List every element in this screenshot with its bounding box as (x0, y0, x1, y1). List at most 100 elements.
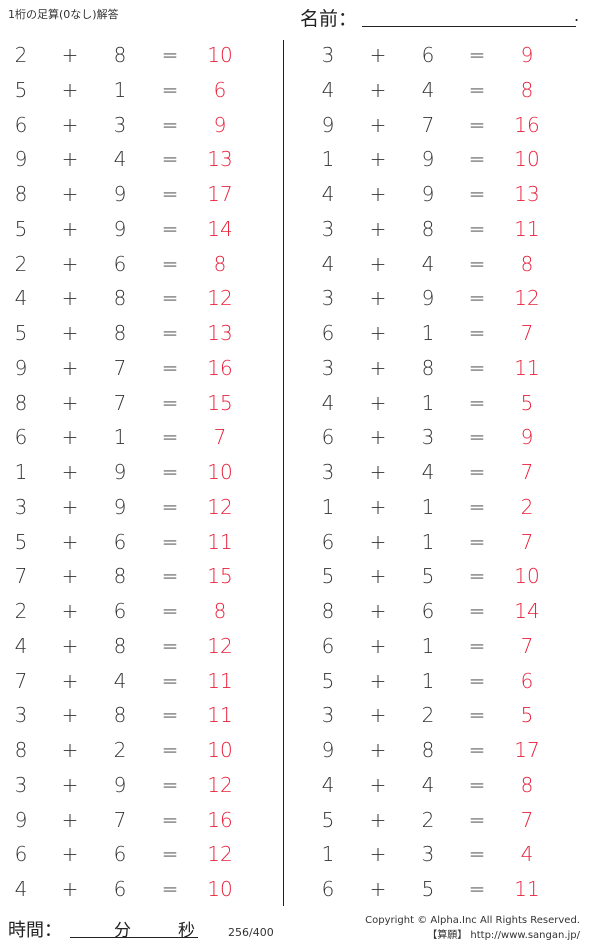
plus-sign: + (61, 286, 79, 311)
answer: 12 (207, 772, 233, 797)
addend-b: 7 (421, 112, 435, 137)
addend-b: 6 (113, 529, 127, 554)
plus-sign: + (61, 842, 79, 867)
addend-b: 4 (113, 668, 127, 693)
addend-a: 1 (321, 494, 335, 519)
plus-sign: + (61, 43, 79, 67)
equals-sign: = (468, 182, 486, 206)
addend-a: 5 (14, 216, 28, 241)
plus-sign: + (369, 112, 387, 137)
equals-sign: = (161, 633, 179, 658)
equals-sign: = (468, 147, 486, 172)
plus-sign: + (61, 668, 79, 693)
equals-sign: = (468, 529, 486, 554)
equals-sign: = (161, 668, 179, 693)
plus-sign: + (61, 425, 79, 450)
addend-a: 6 (14, 112, 28, 137)
equals-sign: = (468, 772, 486, 797)
copyright-text: Copyright © Alpha.Inc All Rights Reserve… (365, 915, 580, 926)
addend-b: 3 (421, 425, 435, 450)
addend-a: 5 (14, 321, 28, 345)
addend-a: 3 (321, 216, 335, 241)
plus-sign: + (369, 147, 387, 172)
answer: 12 (207, 494, 233, 519)
addend-b: 7 (113, 355, 127, 380)
answer: 12 (207, 633, 233, 658)
addend-a: 4 (321, 390, 335, 415)
plus-sign: + (61, 703, 79, 728)
addend-b: 6 (421, 599, 435, 623)
addend-a: 9 (14, 807, 28, 832)
seconds-label: 秒 (178, 921, 195, 941)
equals-sign: = (161, 772, 179, 797)
addend-a: 9 (321, 112, 335, 137)
answer: 8 (213, 599, 227, 623)
plus-sign: + (61, 529, 79, 554)
answer: 11 (514, 216, 540, 241)
equals-sign: = (468, 842, 486, 867)
plus-sign: + (369, 425, 387, 450)
addend-b: 1 (421, 668, 435, 693)
equals-sign: = (161, 390, 179, 415)
addend-b: 5 (421, 877, 435, 901)
addend-a: 5 (321, 807, 335, 832)
site-link[interactable]: 【算願】 http://www.sangan.jp/ (427, 930, 580, 941)
answer: 10 (207, 738, 233, 762)
copyright: Copyright © Alpha.Inc All Rights Reserve… (365, 913, 580, 943)
addend-b: 9 (113, 494, 127, 519)
addend-a: 3 (321, 286, 335, 311)
equals-sign: = (161, 807, 179, 832)
answer: 4 (520, 842, 534, 867)
plus-sign: + (61, 633, 79, 658)
addend-b: 9 (421, 147, 435, 172)
addend-b: 8 (113, 703, 127, 728)
addend-b: 2 (421, 703, 435, 728)
addend-b: 4 (421, 772, 435, 797)
equals-sign: = (161, 147, 179, 172)
answer: 16 (207, 355, 233, 380)
addend-b: 4 (421, 251, 435, 276)
equals-sign: = (468, 668, 486, 693)
addend-a: 5 (14, 77, 28, 102)
plus-sign: + (369, 43, 387, 67)
answer: 12 (514, 286, 540, 311)
addend-b: 1 (421, 633, 435, 658)
addend-a: 5 (321, 668, 335, 693)
plus-sign: + (369, 703, 387, 728)
equals-sign: = (468, 390, 486, 415)
answer: 12 (207, 286, 233, 311)
time-field[interactable] (70, 937, 198, 938)
plus-sign: + (61, 494, 79, 519)
name-field[interactable] (362, 26, 576, 27)
equals-sign: = (468, 703, 486, 728)
addend-b: 6 (421, 43, 435, 67)
plus-sign: + (369, 633, 387, 658)
answer: 8 (213, 251, 227, 276)
equals-sign: = (161, 877, 179, 901)
equals-sign: = (468, 460, 486, 484)
addend-b: 6 (113, 842, 127, 867)
addend-b: 5 (421, 564, 435, 589)
answer: 10 (207, 460, 233, 484)
plus-sign: + (61, 251, 79, 276)
answer: 11 (207, 529, 233, 554)
addend-a: 8 (14, 390, 28, 415)
addend-a: 1 (14, 460, 28, 484)
plus-sign: + (369, 529, 387, 554)
plus-sign: + (369, 877, 387, 901)
addend-a: 4 (14, 877, 28, 901)
answer: 7 (520, 321, 534, 345)
addend-a: 3 (321, 703, 335, 728)
equals-sign: = (161, 112, 179, 137)
addend-a: 4 (14, 286, 28, 311)
addend-b: 1 (421, 321, 435, 345)
plus-sign: + (369, 460, 387, 484)
addend-a: 3 (321, 43, 335, 67)
addend-a: 1 (321, 842, 335, 867)
answer: 13 (207, 147, 233, 172)
addend-b: 9 (113, 216, 127, 241)
plus-sign: + (369, 77, 387, 102)
answer: 17 (207, 182, 233, 206)
plus-sign: + (369, 251, 387, 276)
plus-sign: + (61, 355, 79, 380)
